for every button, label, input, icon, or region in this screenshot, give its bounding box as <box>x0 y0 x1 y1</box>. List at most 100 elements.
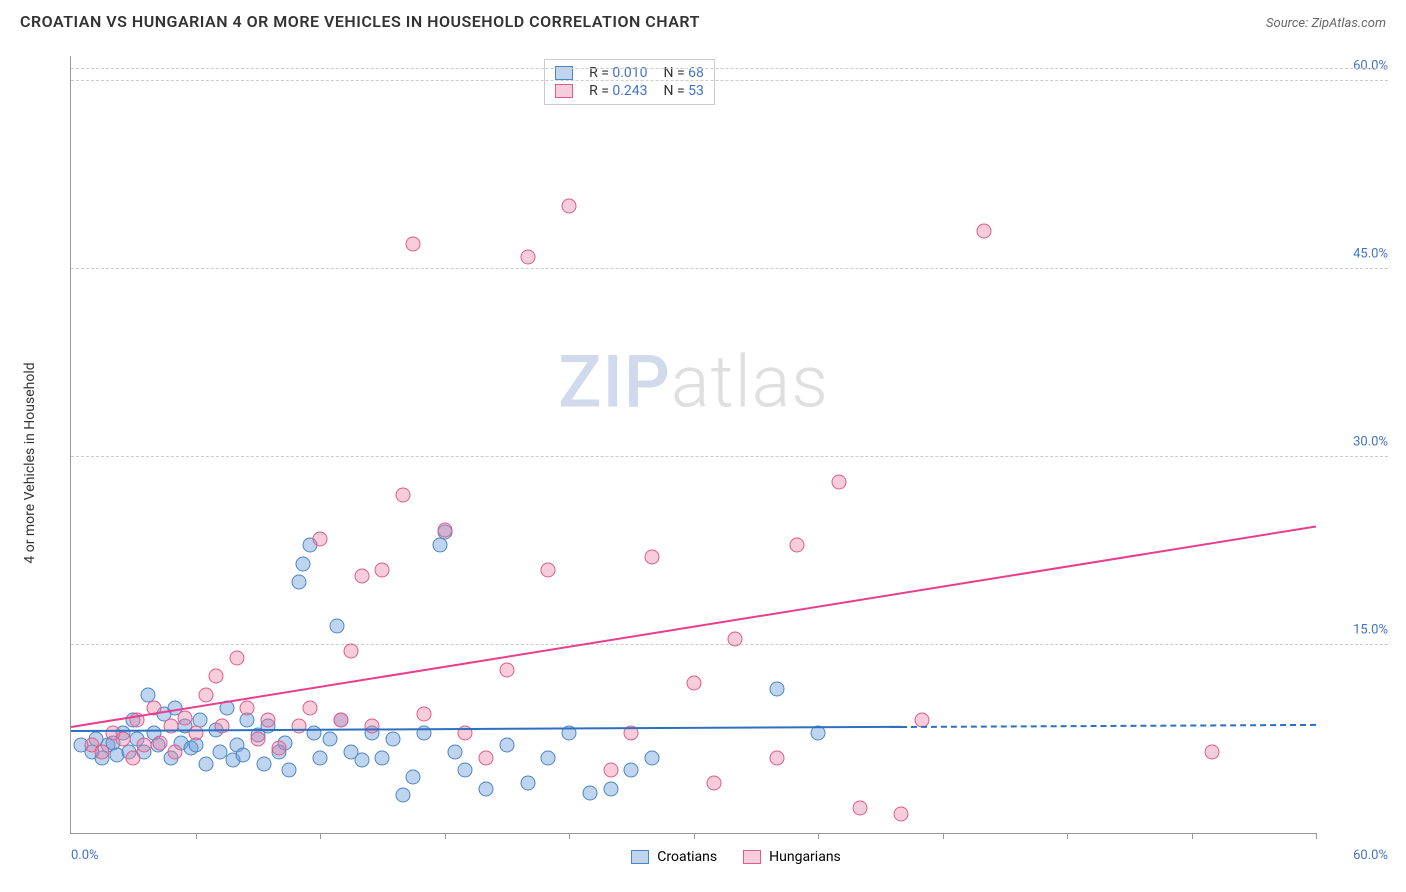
legend-row-hungarians: R = 0.243N = 53 <box>555 82 704 100</box>
scatter-point-hungarians <box>977 224 992 239</box>
scatter-point-croatians <box>292 575 307 590</box>
scatter-point-croatians <box>281 763 296 778</box>
correlation-legend: R = 0.010N = 68R = 0.243N = 53 <box>544 59 715 105</box>
scatter-point-hungarians <box>240 700 255 715</box>
legend-swatch-hungarians <box>555 84 573 98</box>
legend-n-label: N = <box>664 83 689 99</box>
gridline <box>71 80 1388 81</box>
scatter-point-hungarians <box>230 650 245 665</box>
trend-line-croatians-dashed <box>901 724 1316 728</box>
x-tick <box>445 833 446 839</box>
scatter-point-hungarians <box>603 763 618 778</box>
legend-r-value-hungarians: 0.243 <box>612 83 647 99</box>
y-tick-label: 30.0% <box>1324 435 1388 450</box>
scatter-point-croatians <box>541 750 556 765</box>
y-tick-label: 45.0% <box>1324 247 1388 262</box>
scatter-point-croatians <box>603 782 618 797</box>
scatter-point-croatians <box>447 744 462 759</box>
x-axis-max-label: 60.0% <box>1353 848 1388 863</box>
scatter-point-croatians <box>375 750 390 765</box>
scatter-point-hungarians <box>215 719 230 734</box>
scatter-point-croatians <box>256 757 271 772</box>
source-attribution: Source: ZipAtlas.com <box>1266 12 1386 31</box>
scatter-point-croatians <box>458 763 473 778</box>
scatter-point-croatians <box>296 556 311 571</box>
series-label-croatians: Croatians <box>657 849 717 865</box>
scatter-point-hungarians <box>333 713 348 728</box>
x-axis-origin-label: 0.0% <box>71 848 99 863</box>
watermark: ZIPatlas <box>558 340 829 425</box>
x-tick <box>818 833 819 839</box>
scatter-point-hungarians <box>479 750 494 765</box>
scatter-point-hungarians <box>167 744 182 759</box>
series-legend-entry-croatians: Croatians <box>631 849 717 865</box>
scatter-point-hungarians <box>499 663 514 678</box>
scatter-point-hungarians <box>541 562 556 577</box>
x-tick <box>1316 833 1317 839</box>
scatter-point-hungarians <box>645 550 660 565</box>
watermark-zip: ZIP <box>558 340 671 425</box>
scatter-point-croatians <box>313 750 328 765</box>
y-axis-label: 4 or more Vehicles in Household <box>22 362 38 563</box>
scatter-point-croatians <box>645 750 660 765</box>
scatter-point-hungarians <box>769 750 784 765</box>
scatter-point-hungarians <box>364 719 379 734</box>
legend-n-value-hungarians: 53 <box>688 83 704 99</box>
x-tick <box>1067 833 1068 839</box>
scatter-point-hungarians <box>292 719 307 734</box>
scatter-point-hungarians <box>188 725 203 740</box>
scatter-point-hungarians <box>209 669 224 684</box>
scatter-point-hungarians <box>894 807 909 822</box>
series-legend: Croatians Hungarians <box>631 849 841 865</box>
x-tick <box>694 833 695 839</box>
source-label: Source: <box>1266 16 1311 31</box>
scatter-point-hungarians <box>198 688 213 703</box>
chart-title: CROATIAN VS HUNGARIAN 4 OR MORE VEHICLES… <box>20 12 700 31</box>
source-name: ZipAtlas.com <box>1311 16 1386 31</box>
scatter-point-croatians <box>385 732 400 747</box>
scatter-point-croatians <box>624 763 639 778</box>
scatter-point-hungarians <box>163 719 178 734</box>
watermark-atlas: atlas <box>671 340 829 425</box>
series-label-hungarians: Hungarians <box>769 849 841 865</box>
scatter-point-hungarians <box>95 744 110 759</box>
series-legend-entry-hungarians: Hungarians <box>743 849 841 865</box>
scatter-point-croatians <box>582 785 597 800</box>
scatter-point-hungarians <box>1205 744 1220 759</box>
scatter-point-hungarians <box>562 199 577 214</box>
plot-area: ZIPatlas R = 0.010N = 68R = 0.243N = 53 … <box>70 56 1316 834</box>
scatter-point-hungarians <box>126 750 141 765</box>
scatter-point-hungarians <box>406 236 421 251</box>
scatter-point-hungarians <box>250 732 265 747</box>
scatter-point-hungarians <box>831 475 846 490</box>
scatter-point-hungarians <box>375 562 390 577</box>
scatter-point-hungarians <box>271 740 286 755</box>
scatter-point-hungarians <box>790 537 805 552</box>
scatter-point-croatians <box>406 769 421 784</box>
scatter-point-hungarians <box>396 487 411 502</box>
y-tick-label: 15.0% <box>1324 623 1388 638</box>
series-swatch-croatians <box>631 850 649 864</box>
scatter-point-hungarians <box>344 644 359 659</box>
scatter-point-hungarians <box>520 249 535 264</box>
scatter-point-hungarians <box>686 675 701 690</box>
scatter-point-hungarians <box>437 522 452 537</box>
series-swatch-hungarians <box>743 850 761 864</box>
scatter-point-hungarians <box>852 800 867 815</box>
scatter-point-hungarians <box>313 531 328 546</box>
scatter-point-hungarians <box>354 569 369 584</box>
scatter-point-croatians <box>769 681 784 696</box>
scatter-point-croatians <box>499 738 514 753</box>
chart-container: 4 or more Vehicles in Household ZIPatlas… <box>40 44 1396 882</box>
scatter-point-hungarians <box>115 732 130 747</box>
x-tick <box>196 833 197 839</box>
scatter-point-croatians <box>306 725 321 740</box>
x-tick <box>320 833 321 839</box>
scatter-point-croatians <box>396 788 411 803</box>
scatter-point-hungarians <box>416 706 431 721</box>
scatter-point-croatians <box>323 732 338 747</box>
gridline <box>71 268 1388 269</box>
scatter-point-croatians <box>236 748 251 763</box>
x-tick <box>1192 833 1193 839</box>
scatter-point-hungarians <box>136 738 151 753</box>
